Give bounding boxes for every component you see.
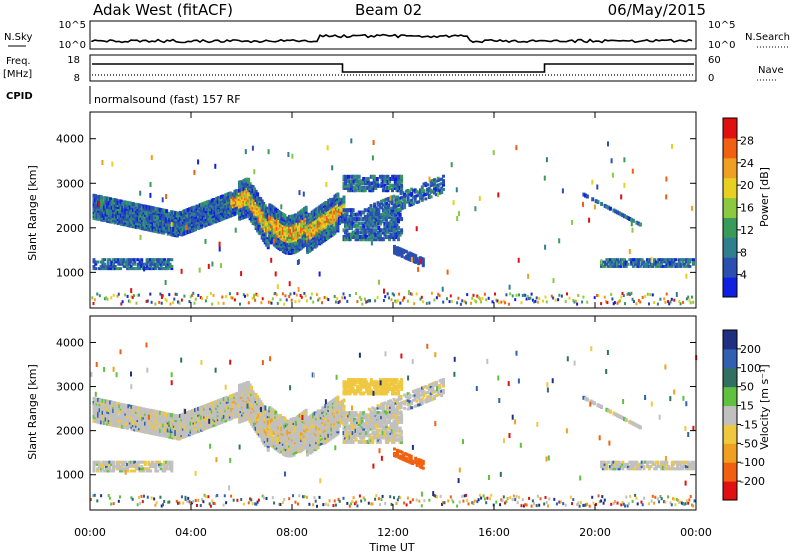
velocity-ytick-label: 3000 [56,381,84,394]
velocity-colorbar: 200 100 50 15 -15 -50 -100 -200 [722,329,765,501]
colorbar-swatch [723,386,737,407]
colorbar-swatch [723,197,737,218]
beam-title: Beam 02 [355,1,422,19]
freq-unit: [MHz] [3,69,32,80]
colorbar-tick-label: -200 [740,475,765,488]
power-ytick-label: 2000 [56,222,84,235]
colorbar-tick-label: -100 [740,456,765,469]
freq-label: Freq. [6,56,31,67]
log-bottom-right: 10^0 [708,40,735,51]
station-title: Adak West (fitACF) [93,1,233,19]
colorbar-tick-label: 200 [740,343,761,356]
colorbar-tick-label: 28 [740,134,754,147]
time-xtick-label: 04:00 [175,526,207,539]
colorbar-tick-label: 16 [740,202,754,215]
time-xtick-label: 00:00 [74,526,106,539]
colorbar-swatch [723,330,737,350]
nsky-trace [91,33,693,44]
noise-panel-frame [89,20,697,50]
colorbar-swatch [723,237,737,258]
freq-tick-8: 8 [74,73,80,84]
velocity-ytick-label: 1000 [56,469,84,482]
freq-trace [92,63,694,73]
colorbar-tick-label: -15 [740,418,758,431]
colorbar-swatch [723,424,737,444]
nsky-label: N.Sky [4,32,32,43]
time-xlabel: Time UT [368,541,414,554]
power-colorbar: 28 24 20 16 12 8 4 [722,117,754,298]
colorbar-tick-label: 50 [740,381,754,394]
nave-tick-0: 0 [708,73,714,84]
time-xtick-label: 00:00 [680,526,712,539]
time-xtick-label: 12:00 [377,526,409,539]
velocity-ylabel: Slant Range [km] [26,364,39,460]
freq-panel-frame [89,54,697,82]
power-ytick-label: 3000 [56,177,84,190]
time-xtick-label: 08:00 [276,526,308,539]
colorbar-swatch [723,257,737,278]
colorbar-tick-label: 15 [740,400,754,413]
power-ytick-label: 1000 [56,266,84,279]
velocity-ytick-label: 2000 [56,425,84,438]
colorbar-tick-label: 4 [740,269,747,282]
colorbar-tick-label: 100 [740,362,761,375]
nave-label: Nave [758,65,784,76]
log-top-right: 10^5 [708,20,735,31]
velocity-colorbar-label: Velocity [m s⁻¹] [758,364,771,449]
velocity-ytick-label: 4000 [56,336,84,349]
colorbar-swatch [723,277,737,298]
colorbar-tick-label: 24 [740,157,754,170]
velocity-echo-field [90,342,698,508]
cpid-value: normalsound (fast) 157 RF [94,93,241,106]
colorbar-swatch [723,367,737,388]
colorbar-swatch [723,405,737,425]
nave-tick-60: 60 [708,55,721,66]
colorbar-swatch [723,157,737,179]
colorbar-swatch [723,177,737,199]
colorbar-swatch [723,481,737,501]
colorbar-tick-label: -50 [740,437,758,450]
log-top-left: 10^5 [59,20,86,31]
velocity-panel: 1000 2000 3000 4000 00:00 04:00 08:00 12:00 16:0… [56,315,712,539]
time-xtick-label: 20:00 [579,526,611,539]
colorbar-swatch [723,217,737,238]
power-echo-field [91,138,695,306]
colorbar-swatch [723,118,737,139]
power-colorbar-label: Power [dB] [758,167,771,227]
log-bottom-left: 10^0 [59,40,86,51]
colorbar-swatch [723,462,737,482]
colorbar-swatch [723,137,737,159]
date-title: 06/May/2015 [608,1,706,19]
colorbar-tick-label: 20 [740,179,754,192]
colorbar-swatch [723,348,737,369]
freq-tick-18: 18 [67,55,80,66]
time-xtick-label: 16:00 [478,526,510,539]
nsearch-label: N.Search [745,32,790,43]
colorbar-tick-label: 8 [740,246,747,259]
colorbar-swatch [723,443,737,463]
power-ytick-label: 4000 [56,133,84,146]
cpid-label: CPID [6,91,33,102]
power-panel: 1000 2000 3000 4000 [56,111,697,309]
colorbar-tick-label: 12 [740,224,754,237]
power-ylabel: Slant Range [km] [26,165,39,261]
